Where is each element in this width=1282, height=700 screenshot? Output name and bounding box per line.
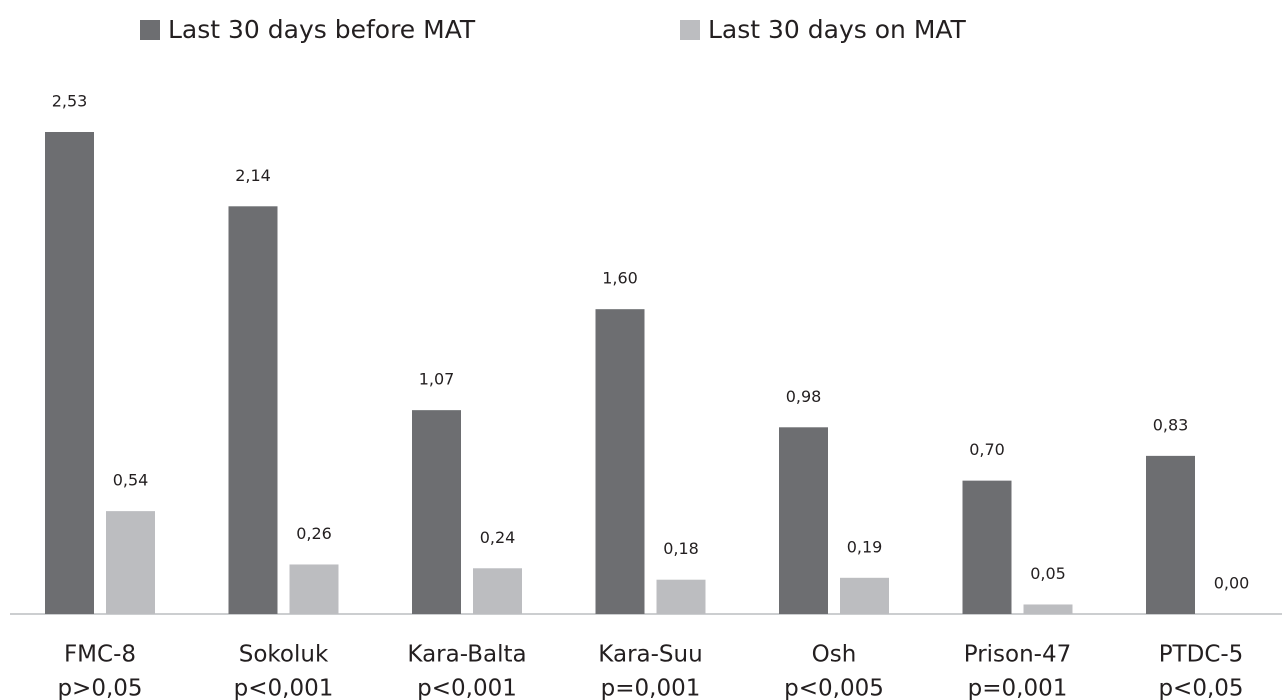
- value-label: 2,53: [52, 92, 88, 111]
- p-value-label: p=0,001: [968, 676, 1068, 700]
- category-label: Prison-47: [964, 642, 1072, 668]
- value-label: 0,70: [969, 440, 1005, 459]
- value-label: 0,24: [480, 528, 516, 547]
- value-label: 0,05: [1030, 564, 1066, 583]
- category-label: Kara-Suu: [598, 642, 702, 668]
- legend-label: Last 30 days on MAT: [708, 15, 967, 44]
- value-label: 1,60: [602, 269, 638, 288]
- p-value-label: p=0,001: [601, 676, 701, 700]
- bar: [840, 577, 889, 614]
- category-label: FMC-8: [64, 642, 136, 668]
- category-label: Osh: [812, 642, 857, 668]
- legend-label: Last 30 days before MAT: [168, 15, 476, 44]
- bar: [106, 511, 155, 614]
- bar: [289, 564, 339, 614]
- bar: [1023, 604, 1073, 614]
- p-value-label: p<0,05: [1158, 676, 1243, 700]
- value-label: 0,18: [663, 539, 699, 558]
- value-label: 0,54: [113, 471, 149, 490]
- value-label: 0,26: [296, 524, 332, 543]
- value-label: 0,00: [1214, 574, 1250, 593]
- value-label: 1,07: [419, 370, 455, 389]
- category-label: Sokoluk: [239, 642, 329, 668]
- value-label: 0,19: [847, 537, 883, 556]
- bar: [473, 568, 522, 614]
- bar: [779, 427, 828, 614]
- p-value-label: p<0,005: [784, 676, 884, 700]
- category-label: Kara-Balta: [407, 642, 526, 668]
- legend-swatch: [680, 20, 700, 40]
- legend-swatch: [140, 20, 160, 40]
- bar: [595, 309, 645, 614]
- category-label: PTDC-5: [1159, 642, 1244, 668]
- bar: [45, 132, 94, 614]
- p-value-label: p<0,001: [234, 676, 334, 700]
- bar: [412, 410, 461, 614]
- bar: [228, 206, 278, 614]
- value-label: 2,14: [235, 166, 271, 185]
- value-label: 0,98: [786, 387, 822, 406]
- bar: [1146, 455, 1195, 614]
- p-value-label: p<0,001: [417, 676, 517, 700]
- bar: [656, 579, 706, 614]
- bar: [962, 480, 1012, 614]
- p-value-label: p>0,05: [57, 676, 142, 700]
- value-label: 0,83: [1153, 415, 1189, 434]
